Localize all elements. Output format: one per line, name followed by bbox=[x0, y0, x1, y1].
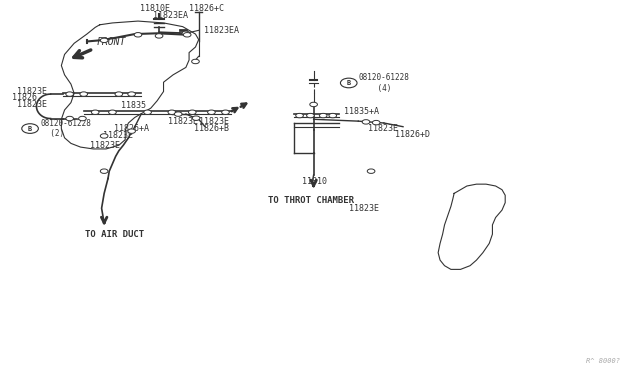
Text: R^ 8000?: R^ 8000? bbox=[586, 358, 620, 364]
Circle shape bbox=[192, 116, 200, 121]
Circle shape bbox=[174, 112, 182, 116]
Circle shape bbox=[319, 113, 327, 118]
Circle shape bbox=[207, 110, 215, 115]
Circle shape bbox=[221, 110, 229, 115]
Circle shape bbox=[92, 110, 99, 115]
Text: 11823EA: 11823EA bbox=[204, 26, 239, 35]
Circle shape bbox=[100, 134, 108, 138]
Circle shape bbox=[66, 92, 74, 96]
Text: 08120-61228
    (4): 08120-61228 (4) bbox=[359, 73, 410, 93]
Circle shape bbox=[183, 33, 191, 37]
Text: 11826+C: 11826+C bbox=[189, 4, 224, 13]
Circle shape bbox=[144, 110, 152, 115]
Text: 11823E: 11823E bbox=[17, 100, 47, 109]
Circle shape bbox=[66, 116, 74, 121]
Text: 11810: 11810 bbox=[302, 177, 327, 186]
Circle shape bbox=[156, 34, 163, 38]
Circle shape bbox=[310, 102, 317, 107]
Text: FRONT: FRONT bbox=[97, 38, 126, 47]
Text: 11823E: 11823E bbox=[90, 141, 120, 150]
Circle shape bbox=[372, 121, 380, 125]
Circle shape bbox=[182, 31, 189, 36]
Text: 11823EA: 11823EA bbox=[153, 11, 188, 20]
Circle shape bbox=[128, 129, 136, 134]
Circle shape bbox=[191, 59, 199, 64]
Text: 11823E: 11823E bbox=[368, 124, 398, 133]
Text: 11835+A: 11835+A bbox=[344, 108, 380, 116]
Circle shape bbox=[367, 169, 375, 173]
Circle shape bbox=[109, 110, 116, 115]
Circle shape bbox=[80, 92, 88, 96]
Text: 11823E: 11823E bbox=[17, 87, 47, 96]
Circle shape bbox=[307, 113, 314, 118]
Circle shape bbox=[115, 92, 123, 96]
Text: TO THROT CHAMBER: TO THROT CHAMBER bbox=[268, 196, 354, 205]
Text: 11835: 11835 bbox=[121, 101, 146, 110]
Circle shape bbox=[134, 33, 142, 37]
Text: 11826+D: 11826+D bbox=[396, 129, 430, 139]
Circle shape bbox=[188, 110, 196, 115]
Circle shape bbox=[362, 120, 370, 124]
Circle shape bbox=[168, 110, 175, 115]
Circle shape bbox=[329, 113, 337, 118]
Text: 11823E: 11823E bbox=[198, 117, 228, 126]
Text: B: B bbox=[28, 126, 32, 132]
Text: 11823E: 11823E bbox=[168, 117, 198, 126]
Text: 08120-61228
  (2): 08120-61228 (2) bbox=[41, 119, 92, 138]
Circle shape bbox=[100, 38, 108, 42]
Circle shape bbox=[128, 92, 136, 96]
Text: 11810E: 11810E bbox=[140, 4, 170, 13]
Text: B: B bbox=[347, 80, 351, 86]
Text: TO AIR DUCT: TO AIR DUCT bbox=[85, 230, 144, 240]
Text: 11826+A: 11826+A bbox=[115, 124, 149, 133]
Text: 11823E: 11823E bbox=[103, 131, 133, 140]
Circle shape bbox=[296, 113, 303, 118]
Circle shape bbox=[100, 169, 108, 173]
Text: 11823E: 11823E bbox=[349, 205, 379, 214]
Text: 11826+B: 11826+B bbox=[193, 124, 228, 133]
Text: 11826: 11826 bbox=[12, 93, 37, 102]
Circle shape bbox=[79, 116, 86, 121]
